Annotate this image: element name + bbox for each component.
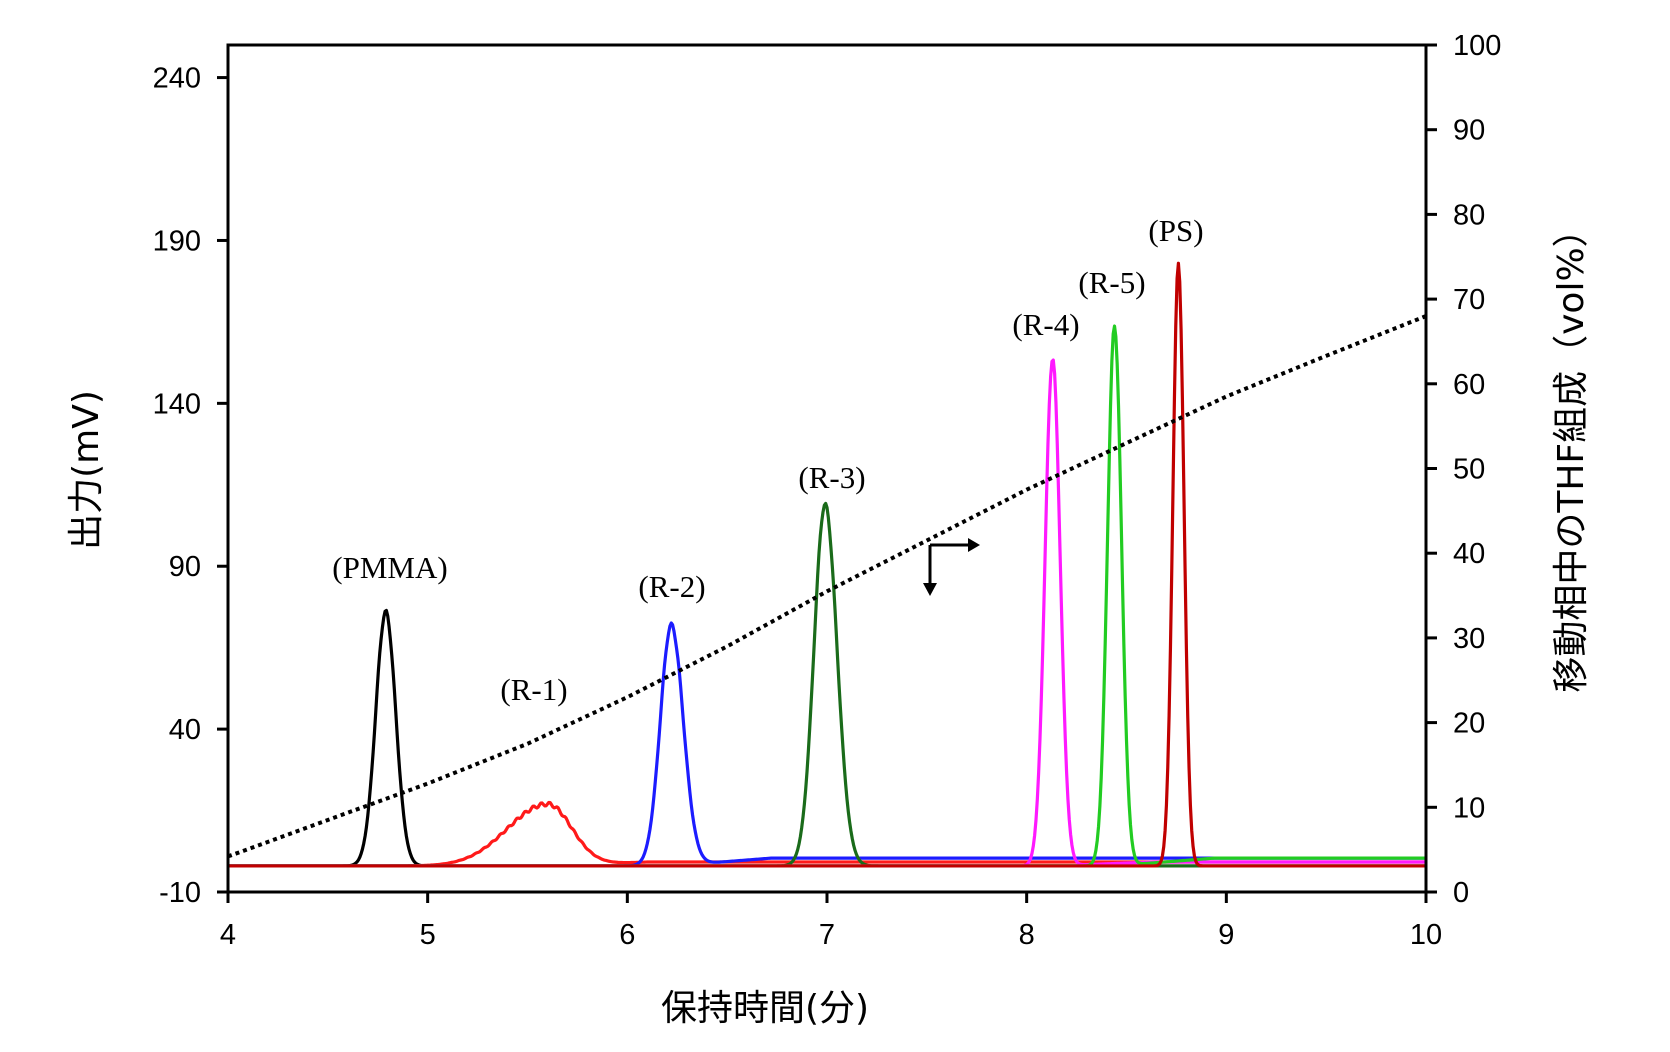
y-axis-title: 出力(mV) <box>66 390 107 550</box>
peak-label: (R-5) <box>1078 265 1145 300</box>
y2-tick-label: 100 <box>1453 30 1501 62</box>
x-tick-label: 5 <box>420 919 436 951</box>
y2-tick-label: 50 <box>1453 454 1485 486</box>
y-tick-label: 140 <box>153 388 201 420</box>
peak-label: (PMMA) <box>332 550 447 585</box>
x-tick-label: 10 <box>1410 919 1442 951</box>
series-line-pmma <box>227 608 1427 868</box>
y-tick-label: 190 <box>153 225 201 257</box>
x-tick-label: 8 <box>1019 919 1035 951</box>
y-tick-label: -10 <box>159 877 201 909</box>
y-tick-label: 40 <box>169 714 201 746</box>
y2-tick-label: 60 <box>1453 369 1485 401</box>
y2-axis-title: 移動相中のTHF組成（vol%） <box>1551 211 1592 692</box>
series-line-r-2 <box>227 621 1427 868</box>
y2-tick-label: 40 <box>1453 538 1485 570</box>
x-tick-label: 4 <box>220 919 236 951</box>
series-line-ps <box>227 261 1427 868</box>
x-tick-label: 9 <box>1218 919 1234 951</box>
axis-labels: 4 5 6 7 8 9 10 -10 40 90 140 190 240 0 10 20 30 40 50 60 70 8… <box>153 30 1502 951</box>
y-tick-label: 240 <box>153 63 201 95</box>
arrow-down-head <box>923 583 937 596</box>
y2-tick-label: 0 <box>1453 877 1469 909</box>
x-tick-label: 7 <box>819 919 835 951</box>
y2-tick-label: 80 <box>1453 199 1485 231</box>
arrow-right-head <box>968 538 980 552</box>
gradient-direction-arrows <box>923 538 980 596</box>
series-line-r-4 <box>227 358 1427 868</box>
x-axis-title: 保持時間(分) <box>661 988 869 1029</box>
y-tick-label: 90 <box>169 551 201 583</box>
y2-tick-label: 20 <box>1453 708 1485 740</box>
peak-label: (R-2) <box>638 569 705 604</box>
plot-area <box>227 261 1427 868</box>
axes <box>217 43 1437 903</box>
peak-label: (R-4) <box>1012 307 1079 342</box>
peak-label: (PS) <box>1148 213 1203 248</box>
y2-tick-label: 90 <box>1453 115 1485 147</box>
thf-gradient-line <box>227 314 1427 859</box>
y2-tick-label: 10 <box>1453 792 1485 824</box>
peak-label: (R-3) <box>798 460 865 495</box>
y2-tick-label: 30 <box>1453 623 1485 655</box>
series-line-r-5 <box>227 324 1427 868</box>
peak-label: (R-1) <box>500 672 567 707</box>
x-tick-label: 6 <box>619 919 635 951</box>
y2-tick-label: 70 <box>1453 284 1485 316</box>
